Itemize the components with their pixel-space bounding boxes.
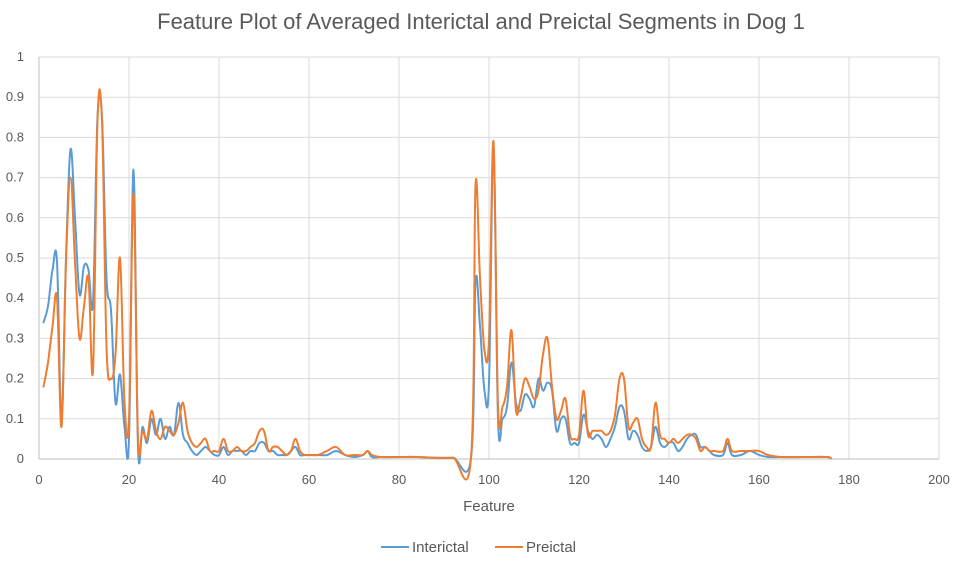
x-tick-label: 160 [748, 472, 770, 487]
y-tick-label: 0.2 [6, 371, 24, 386]
gridlines [39, 56, 940, 459]
x-tick-label: 200 [928, 472, 950, 487]
legend-label-interictal: Interictal [412, 539, 469, 556]
y-tick-label: 0.9 [6, 89, 24, 104]
x-tick-label: 100 [478, 472, 500, 487]
x-tick-label: 60 [302, 472, 316, 487]
y-tick-label: 0 [17, 451, 24, 466]
x-tick-label: 40 [212, 472, 226, 487]
y-tick-label: 1 [17, 49, 24, 64]
series-line-interictal [42, 93, 832, 473]
y-tick-label: 0.7 [6, 170, 24, 185]
series-lines [42, 88, 832, 481]
y-tick-label: 0.4 [6, 290, 24, 305]
y-tick-label: 0.3 [6, 330, 24, 345]
x-tick-label: 0 [35, 472, 42, 487]
axes: 0 0.1 0.2 0.3 0.4 0.5 0.6 0.7 0.8 0.9 1 0 20 40 60 80 10… [6, 49, 950, 487]
x-tick-label: 20 [122, 472, 136, 487]
legend-label-preictal: Preictal [526, 539, 576, 556]
x-axis-label: Feature [463, 498, 515, 515]
y-tick-label: 0.8 [6, 129, 24, 144]
x-tick-label: 80 [392, 472, 406, 487]
x-tick-label: 180 [838, 472, 860, 487]
y-tick-label: 0.1 [6, 411, 24, 426]
x-tick-label: 140 [658, 472, 680, 487]
x-tick-label: 120 [568, 472, 590, 487]
y-tick-label: 0.6 [6, 210, 24, 225]
y-tick-label: 0.5 [6, 250, 24, 265]
series-line-preictal [42, 88, 832, 481]
legend: Interictal Preictal [381, 539, 576, 556]
chart-title: Feature Plot of Averaged Interictal and … [157, 9, 805, 34]
